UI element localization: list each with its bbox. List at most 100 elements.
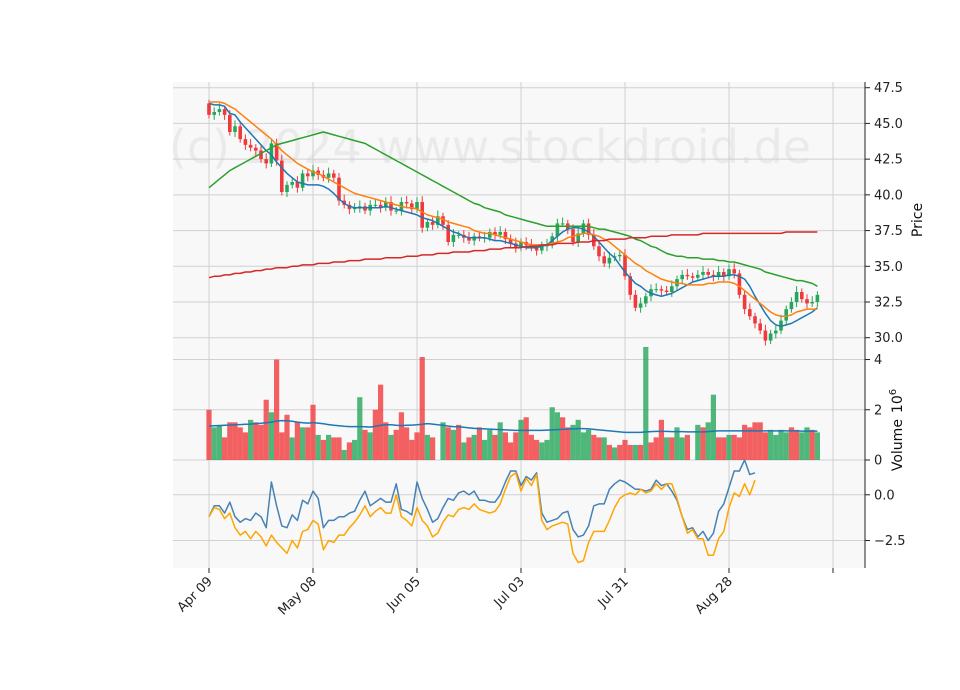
candle-body (290, 182, 294, 185)
volume-bar (586, 429, 592, 460)
volume-bar (814, 432, 820, 460)
candle-body (228, 114, 232, 132)
candle-body (633, 294, 638, 308)
volume-bar (695, 424, 701, 460)
volume-bar (357, 397, 363, 460)
candle-body (607, 257, 612, 264)
volume-bar (705, 422, 711, 460)
volume-bar (773, 434, 779, 460)
volume-bar (341, 449, 347, 460)
volume-axis-multiplier-exp: 6 (888, 389, 899, 395)
volume-bar (206, 409, 212, 460)
volume-bar (211, 427, 217, 460)
volume-bar (601, 437, 607, 460)
volume-bar (544, 439, 550, 460)
candle-body (259, 150, 263, 160)
volume-bar (554, 412, 560, 460)
volume-bar (310, 404, 316, 460)
volume-bar (627, 444, 633, 460)
price-axis-label: Price (910, 203, 926, 237)
candle-body (306, 173, 310, 177)
candle-body (701, 272, 705, 275)
candle-body (534, 247, 539, 251)
volume-y-tick-label: 4 (874, 353, 882, 368)
volume-bar (237, 427, 243, 460)
candle-body (285, 184, 289, 192)
candle-body (389, 202, 393, 211)
candle-body (269, 143, 274, 164)
candle-body (722, 272, 726, 277)
volume-bar (549, 407, 555, 460)
volume-bar (258, 424, 264, 460)
volume-bar (294, 422, 300, 460)
volume-bar (372, 409, 378, 460)
osc-y-tick-label: 0.0 (874, 488, 895, 503)
volume-bar (471, 434, 477, 460)
volume-axis-label-text: Volume (890, 419, 906, 471)
volume-bar (778, 429, 784, 460)
candle-body (659, 289, 664, 291)
price-y-tick-label: 37.5 (874, 224, 903, 239)
volume-bar (440, 422, 446, 460)
volume-bar (664, 437, 670, 460)
volume-bar (419, 357, 425, 460)
candle-body (254, 147, 258, 151)
candle-body (789, 302, 794, 310)
candle-body (696, 274, 700, 278)
candle-body (493, 232, 497, 235)
volume-axis-multiplier-base: 10 (890, 395, 906, 413)
candle-body (300, 173, 305, 188)
volume-bar (596, 437, 602, 460)
candle-body (274, 143, 279, 161)
volume-bar (565, 427, 571, 460)
volume-bar (679, 437, 685, 460)
volume-bar (804, 427, 810, 460)
volume-axis-label: Volume 106 (888, 389, 906, 471)
volume-bar (222, 437, 228, 460)
candle-body (404, 202, 409, 204)
oscillator-panel (208, 459, 756, 564)
volume-bar (762, 432, 768, 460)
volume-bar (378, 384, 384, 460)
volume-bar (539, 442, 545, 460)
candle-body (794, 292, 799, 302)
volume-bar (710, 394, 716, 460)
volume-bar (284, 414, 290, 460)
volume-bar (352, 439, 358, 460)
volume-bar (393, 429, 399, 460)
volume-bar (622, 439, 628, 460)
volume-panel (206, 346, 820, 460)
panel-bg-2 (173, 460, 865, 568)
candle-body (815, 294, 820, 302)
volume-bar (305, 427, 311, 460)
candle-body (732, 269, 736, 274)
price-y-tick-label: 45.0 (874, 117, 903, 132)
volume-bar (346, 442, 352, 460)
candle-body (238, 126, 242, 140)
price-y-tick-label: 32.5 (874, 296, 903, 311)
candle-body (716, 272, 721, 277)
volume-bar (232, 422, 238, 460)
volume-bar (263, 399, 269, 460)
candle-body (508, 239, 513, 244)
volume-bar (320, 439, 326, 460)
candle-body (805, 299, 809, 304)
candle-body (748, 309, 752, 317)
candle-body (451, 234, 456, 242)
candle-body (503, 232, 508, 240)
volume-y-tick-label: 0 (874, 454, 882, 469)
candle-body (753, 316, 757, 324)
volume-bar (570, 424, 576, 460)
volume-bar (742, 424, 748, 460)
volume-bar (336, 437, 342, 460)
line-ma_xlong (208, 231, 818, 279)
volume-bar (591, 434, 597, 460)
candle-body (784, 309, 788, 321)
volume-bar (726, 434, 732, 460)
x-tick-label: Jul 03 (491, 574, 528, 611)
volume-bar (450, 429, 456, 460)
volume-bar (534, 439, 540, 460)
candle-body (456, 234, 461, 236)
price-panel (207, 99, 820, 346)
